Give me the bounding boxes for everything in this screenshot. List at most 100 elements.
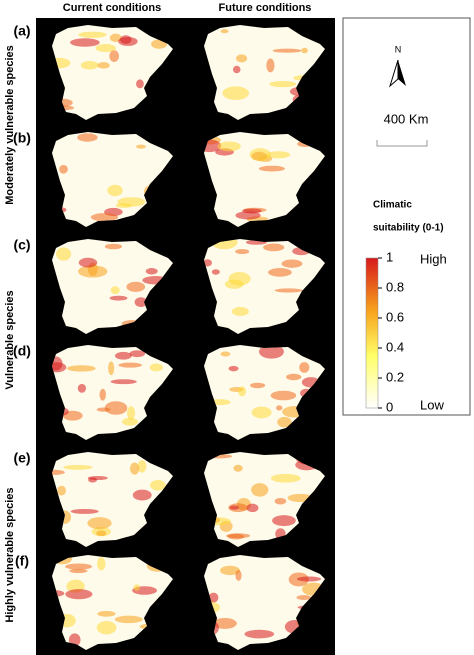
north-label: N (395, 44, 402, 54)
suitability-patch (208, 592, 219, 603)
suitability-patch (77, 383, 87, 393)
suitability-patch (281, 259, 303, 268)
suitability-patch (301, 47, 308, 54)
colorbar-tick-label: 1 (386, 249, 393, 264)
suitability-patch (109, 50, 120, 62)
suitability-patch (78, 31, 107, 38)
suitability-patch (107, 184, 123, 197)
suitability-patch (149, 363, 163, 372)
suitability-patch (258, 165, 285, 172)
suitability-patch (268, 268, 292, 277)
suitability-patch (263, 243, 285, 252)
suitability-patch (97, 557, 106, 571)
suitability-patch (63, 464, 93, 470)
suitability-pattern (208, 345, 320, 435)
suitability-patch (66, 365, 96, 372)
suitability-patch (235, 249, 250, 255)
legend: N 400 Km Climatic suitability (0-1) High… (342, 17, 471, 416)
suitability-patch (90, 213, 119, 222)
suitability-patch (56, 247, 72, 261)
suitability-patch (114, 351, 132, 360)
suitability-patch (229, 505, 239, 510)
legend-low: Low (420, 397, 444, 412)
row-group-label: Vulnerable species (4, 290, 16, 389)
suitability-patch (122, 417, 138, 426)
suitability-patch (232, 65, 241, 74)
suitability-patch (77, 133, 98, 142)
colorbar (365, 257, 379, 409)
suitability-patch (145, 268, 158, 275)
suitability-patch (120, 35, 132, 44)
suitability-patch (204, 139, 222, 153)
suitability-patch (77, 265, 108, 278)
map-background (36, 18, 335, 655)
suitability-pattern (204, 239, 316, 317)
suitability-patch (246, 503, 259, 513)
panel-label: (a) (13, 23, 30, 39)
suitability-patch (65, 563, 93, 570)
suitability-patch (211, 239, 238, 250)
column-header: Future conditions (219, 2, 312, 14)
suitability-patch (222, 86, 250, 101)
map-panel (204, 239, 325, 334)
suitability-patch (220, 351, 231, 357)
suitability-patch (115, 203, 133, 208)
suitability-patch (212, 617, 237, 629)
suitability-patch (70, 508, 99, 514)
suitability-patch (251, 406, 272, 419)
suitability-patch (129, 350, 146, 358)
suitability-patch (227, 533, 245, 540)
suitability-patch (52, 469, 65, 475)
panel-label: (f) (15, 553, 29, 569)
scale-bar (376, 140, 428, 147)
suitability-patch (118, 362, 142, 368)
suitability-patch (136, 79, 144, 89)
legend-title: suitability (0-1) (373, 223, 444, 234)
suitability-patch (266, 58, 275, 73)
suitability-patch (217, 141, 241, 152)
suitability-patch (69, 568, 88, 574)
scale-label: 400 Km (384, 111, 429, 126)
suitability-patch (296, 595, 312, 600)
suitability-patch (231, 306, 249, 317)
suitability-patch (127, 406, 136, 420)
legend-title: Climatic (373, 200, 412, 211)
suitability-patch (96, 530, 107, 537)
panel-label: (b) (13, 130, 31, 146)
suitability-patch (274, 288, 303, 293)
suitability-patch (272, 515, 296, 527)
suitability-patch (272, 48, 302, 53)
suitability-patch (134, 297, 148, 308)
suitability-patch (249, 148, 271, 161)
suitability-patch (126, 281, 146, 292)
row-group-label: Highly vulnerable species (4, 487, 16, 622)
suitability-patch (211, 269, 220, 275)
suitability-patch (137, 460, 147, 473)
suitability-patch (110, 286, 120, 295)
suitability-patch (130, 462, 140, 475)
suitability-patch (150, 480, 166, 491)
suitability-patch (87, 476, 108, 481)
suitability-patch (135, 144, 146, 149)
suitability-patch (97, 62, 110, 69)
suitability-patch (228, 365, 239, 372)
suitability-patch (104, 401, 128, 415)
suitability-patch (99, 388, 106, 401)
suitability-patch (233, 464, 243, 472)
suitability-patch (270, 473, 301, 483)
suitability-patch (270, 390, 297, 401)
map-panel (204, 345, 325, 440)
suitability-patch (277, 416, 292, 428)
suitability-patch (266, 151, 291, 159)
suitability-patch (57, 485, 66, 496)
suitability-patch (238, 386, 247, 397)
suitability-patch (235, 211, 261, 220)
column-header: Current conditions (63, 2, 161, 14)
suitability-patch (258, 345, 284, 359)
colorbar-tick-label: 0.4 (386, 339, 404, 354)
suitability-patch (87, 517, 112, 530)
suitability-patch (296, 576, 322, 582)
suitability-patch (78, 257, 98, 268)
suitability-patch (251, 483, 269, 497)
suitability-patch (109, 295, 128, 301)
